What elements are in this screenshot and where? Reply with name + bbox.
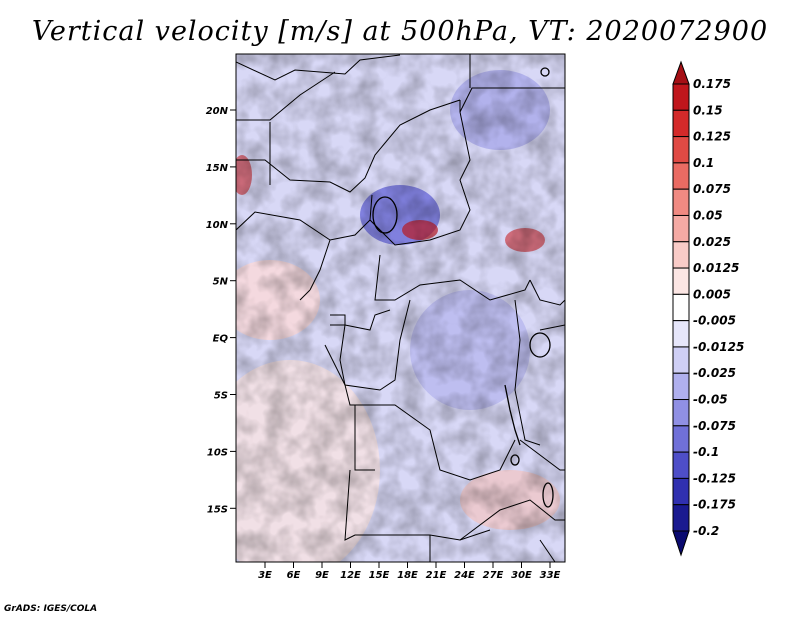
colorbar-level-label: 0.05 bbox=[693, 208, 723, 222]
colorbar-level-label: -0.005 bbox=[693, 314, 736, 328]
lat-tick-label: 5S bbox=[214, 391, 228, 402]
lat-tick-label: 10S bbox=[207, 447, 228, 458]
lat-tick-label: 5N bbox=[213, 277, 229, 288]
colorbar-level-label: 0.025 bbox=[693, 235, 731, 249]
lon-tick-label: 24E bbox=[454, 570, 475, 581]
colorbar-swatch bbox=[672, 188, 690, 216]
colorbar-top-arrow bbox=[672, 60, 690, 85]
lon-tick-label: 21E bbox=[426, 570, 447, 581]
lat-tick-label: 10N bbox=[206, 220, 229, 231]
colorbar-swatch bbox=[672, 320, 690, 348]
lat-tick-label: 15S bbox=[207, 504, 228, 515]
colorbar-level-label: 0.075 bbox=[693, 182, 731, 196]
colorbar: 0.175 0.15 0.125 0.1 0.075 0.05 0.025 0.0125 0.0… bbox=[672, 60, 744, 557]
colorbar-swatch bbox=[672, 425, 690, 453]
colorbar-swatch bbox=[672, 241, 690, 269]
colorbar-swatch bbox=[672, 477, 690, 506]
colorbar-level-label: -0.1 bbox=[693, 445, 719, 459]
velocity-field bbox=[236, 54, 565, 562]
latitude-axis: 20N 15N 10N 5N EQ 5S 10S 15S bbox=[206, 106, 236, 515]
lon-tick-label: 30E bbox=[511, 570, 532, 581]
colorbar-level-label: -0.125 bbox=[693, 471, 736, 485]
colorbar-swatch bbox=[672, 399, 690, 427]
colorbar-swatch bbox=[672, 267, 690, 295]
lon-tick-label: 9E bbox=[315, 570, 329, 581]
map-title: Vertical velocity [m/s] at 500hPa, VT: 2… bbox=[31, 16, 769, 47]
credit-text: GrADS: IGES/COLA bbox=[4, 604, 98, 614]
lat-tick-label: EQ bbox=[213, 334, 229, 345]
lon-tick-label: 18E bbox=[397, 570, 418, 581]
colorbar-level-label: -0.0125 bbox=[693, 340, 744, 354]
colorbar-bottom-arrow bbox=[672, 530, 690, 557]
lon-tick-label: 12E bbox=[340, 570, 361, 581]
colorbar-level-label: -0.075 bbox=[693, 419, 736, 433]
colorbar-level-label: 0.005 bbox=[693, 287, 731, 301]
colorbar-swatch bbox=[672, 136, 690, 164]
colorbar-level-label: 0.125 bbox=[693, 130, 731, 144]
colorbar-level-label: 0.0125 bbox=[693, 261, 739, 275]
colorbar-level-label: -0.05 bbox=[693, 393, 728, 407]
longitude-axis: 3E 6E 9E 12E 15E 18E 21E 24E 27E 30E 33E bbox=[258, 562, 561, 581]
colorbar-level-label: -0.025 bbox=[693, 366, 736, 380]
colorbar-swatch bbox=[672, 451, 690, 479]
lat-tick-label: 15N bbox=[206, 163, 229, 174]
colorbar-swatch bbox=[672, 504, 690, 532]
lon-tick-label: 15E bbox=[369, 570, 390, 581]
lat-tick-label: 20N bbox=[206, 106, 229, 117]
colorbar-swatch bbox=[672, 346, 690, 374]
colorbar-swatch bbox=[672, 162, 690, 190]
colorbar-swatch bbox=[672, 372, 690, 401]
colorbar-level-label: -0.175 bbox=[693, 498, 736, 512]
colorbar-level-label: 0.175 bbox=[693, 77, 731, 91]
colorbar-level-label: 0.15 bbox=[693, 103, 723, 117]
lon-tick-label: 27E bbox=[483, 570, 504, 581]
map-frame bbox=[235, 53, 566, 563]
colorbar-level-label: -0.2 bbox=[693, 524, 719, 538]
lon-tick-label: 6E bbox=[287, 570, 301, 581]
colorbar-swatch bbox=[672, 214, 690, 243]
lake-outlines bbox=[372, 67, 554, 508]
colorbar-swatch bbox=[672, 109, 690, 138]
lon-tick-label: 33E bbox=[540, 570, 561, 581]
country-borders bbox=[236, 54, 565, 562]
colorbar-swatch bbox=[672, 293, 690, 322]
colorbar-level-label: 0.1 bbox=[693, 156, 714, 170]
lon-tick-label: 3E bbox=[258, 570, 272, 581]
colorbar-swatch bbox=[672, 83, 690, 111]
